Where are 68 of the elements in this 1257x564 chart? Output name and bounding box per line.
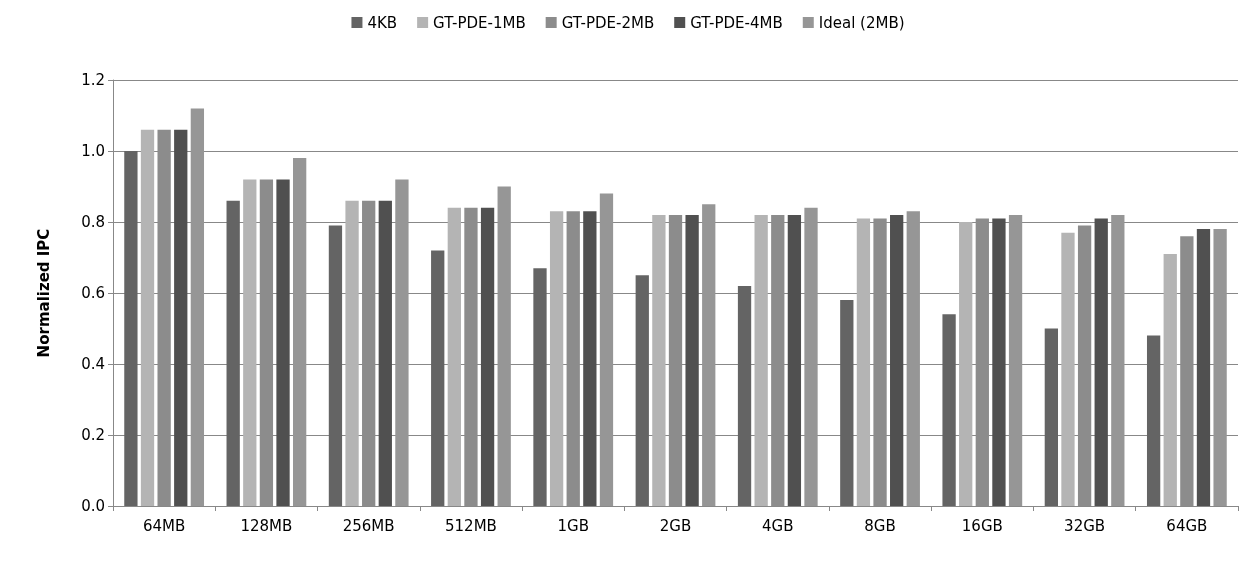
bar <box>635 275 649 506</box>
bar <box>599 193 614 506</box>
bar <box>243 179 257 506</box>
bar <box>1044 328 1058 506</box>
x-tick-label: 128MB <box>240 516 293 535</box>
bar <box>1213 229 1227 506</box>
x-tick-label: 64MB <box>142 516 186 535</box>
bar <box>293 158 307 506</box>
y-tick-label: 1.0 <box>81 142 105 160</box>
x-tick-label: 16GB <box>961 516 1003 535</box>
bar <box>395 179 409 506</box>
x-tick-label: 32GB <box>1064 516 1106 535</box>
bar <box>431 250 445 506</box>
legend-label: GT-PDE-1MB <box>433 13 526 32</box>
bar <box>685 214 699 506</box>
bar <box>992 218 1006 506</box>
y-tick-label: 0.6 <box>81 284 105 302</box>
x-tick-label: 8GB <box>864 516 896 535</box>
y-tick-label: 0.4 <box>81 355 105 373</box>
bar <box>345 200 359 506</box>
bar <box>1163 253 1177 506</box>
bar <box>1061 232 1075 506</box>
legend-label: 4KB <box>367 13 398 32</box>
bar <box>890 214 904 506</box>
x-tick-label: 512MB <box>445 516 497 535</box>
bar <box>276 179 290 506</box>
bar <box>1146 335 1161 506</box>
y-axis-title: Normalized IPC <box>34 228 53 358</box>
bar <box>549 211 564 506</box>
bar <box>140 129 155 506</box>
bar <box>804 207 818 506</box>
x-tick-label: 2GB <box>659 516 692 535</box>
bar <box>174 129 188 506</box>
bar <box>533 268 547 506</box>
legend-label: GT-PDE-2MB <box>561 13 655 32</box>
bar <box>702 204 716 506</box>
bar <box>480 207 495 506</box>
bar <box>226 200 240 506</box>
bar <box>378 200 392 506</box>
bar <box>1111 214 1125 506</box>
bar <box>1196 229 1211 506</box>
bar <box>583 211 597 506</box>
bar <box>856 218 871 506</box>
bar <box>754 214 768 506</box>
bar <box>497 186 511 506</box>
bar <box>190 108 205 506</box>
x-tick-label: 64GB <box>1166 516 1208 535</box>
bar <box>787 214 802 506</box>
bar <box>737 285 752 506</box>
bar <box>1008 214 1023 506</box>
x-tick-label: 256MB <box>342 516 395 535</box>
bar <box>328 225 343 506</box>
bar <box>906 211 920 506</box>
bar <box>124 151 138 506</box>
bar <box>447 207 461 506</box>
bar <box>942 314 956 506</box>
bar <box>959 222 973 506</box>
bar <box>1094 218 1108 506</box>
y-tick-label: 0.2 <box>81 426 105 444</box>
y-tick-label: 0.8 <box>81 213 105 231</box>
y-tick-label: 0.0 <box>81 497 105 515</box>
legend-label: Ideal (2MB) <box>818 13 905 32</box>
y-tick-label: 1.2 <box>81 71 105 89</box>
x-tick-label: 4GB <box>762 516 794 535</box>
bar <box>840 300 854 506</box>
bar <box>652 214 666 506</box>
x-tick-label: 1GB <box>557 516 589 535</box>
legend-label: GT-PDE-4MB <box>690 13 783 32</box>
